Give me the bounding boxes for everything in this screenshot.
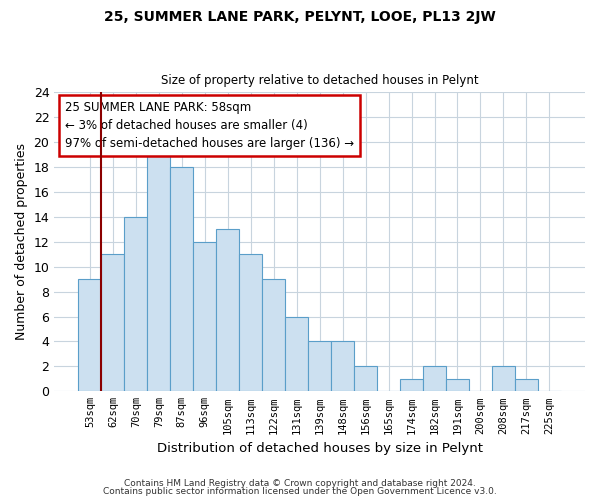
Bar xyxy=(101,254,124,392)
Bar xyxy=(285,316,308,392)
Bar xyxy=(79,279,101,392)
Bar xyxy=(400,379,423,392)
Y-axis label: Number of detached properties: Number of detached properties xyxy=(15,144,28,340)
Bar xyxy=(308,342,331,392)
Bar xyxy=(492,366,515,392)
Bar xyxy=(515,379,538,392)
Bar xyxy=(331,342,354,392)
Bar xyxy=(170,167,193,392)
Text: 25, SUMMER LANE PARK, PELYNT, LOOE, PL13 2JW: 25, SUMMER LANE PARK, PELYNT, LOOE, PL13… xyxy=(104,10,496,24)
X-axis label: Distribution of detached houses by size in Pelynt: Distribution of detached houses by size … xyxy=(157,442,482,455)
Bar xyxy=(354,366,377,392)
Bar xyxy=(216,230,239,392)
Title: Size of property relative to detached houses in Pelynt: Size of property relative to detached ho… xyxy=(161,74,478,87)
Text: Contains public sector information licensed under the Open Government Licence v3: Contains public sector information licen… xyxy=(103,487,497,496)
Bar xyxy=(148,154,170,392)
Text: Contains HM Land Registry data © Crown copyright and database right 2024.: Contains HM Land Registry data © Crown c… xyxy=(124,478,476,488)
Bar xyxy=(124,217,148,392)
Bar xyxy=(262,279,285,392)
Bar xyxy=(239,254,262,392)
Bar xyxy=(446,379,469,392)
Bar xyxy=(423,366,446,392)
Bar xyxy=(193,242,216,392)
Text: 25 SUMMER LANE PARK: 58sqm
← 3% of detached houses are smaller (4)
97% of semi-d: 25 SUMMER LANE PARK: 58sqm ← 3% of detac… xyxy=(65,102,354,150)
